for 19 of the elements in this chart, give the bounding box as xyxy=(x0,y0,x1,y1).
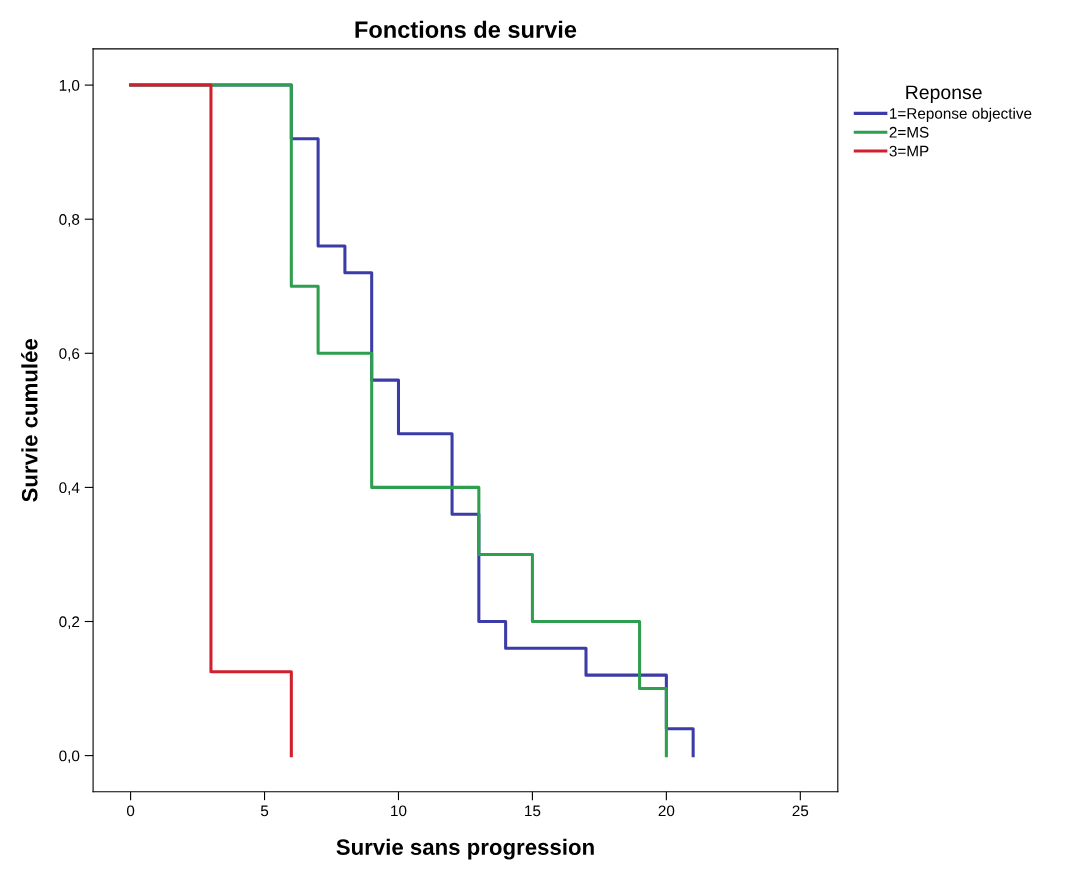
x-tick-label: 10 xyxy=(391,805,407,817)
legend-title: Reponse xyxy=(906,85,982,104)
y-tick-label: 0,8 xyxy=(59,214,80,227)
x-tick-label: 5 xyxy=(260,805,269,817)
x-tick-label: 25 xyxy=(792,805,809,817)
legend-label: 1=Reponse objective xyxy=(890,107,1032,122)
y-tick-label: 0,4 xyxy=(59,482,80,495)
y-tick-label: 0,2 xyxy=(59,616,80,629)
x-tick-label: 15 xyxy=(525,805,541,817)
y-tick-label: 0,0 xyxy=(59,750,80,764)
chart-title: Fonctions de survie xyxy=(355,20,577,39)
x-tick-label: 0 xyxy=(126,805,135,817)
y-tick-label: 0,6 xyxy=(59,348,80,361)
legend-label: 3=MP xyxy=(889,145,929,157)
x-tick-label: 20 xyxy=(658,805,675,817)
y-axis-title: Survie cumulée xyxy=(21,338,38,502)
y-tick-label: 1,0 xyxy=(59,79,80,93)
legend-label: 2=MS xyxy=(889,126,929,138)
x-axis-title: Survie sans progression xyxy=(336,838,594,860)
